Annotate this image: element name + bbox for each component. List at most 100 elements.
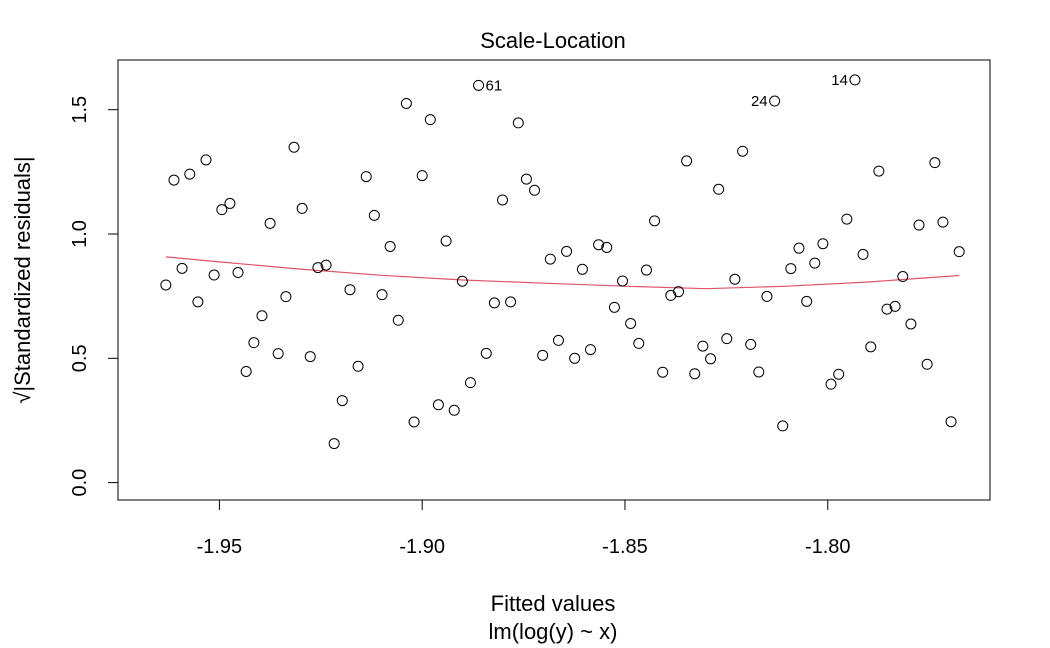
- data-point: [769, 95, 781, 107]
- data-point: [240, 365, 252, 377]
- data-point: [785, 263, 797, 275]
- data-point: [889, 300, 901, 312]
- data-point: [705, 353, 717, 365]
- data-point: [945, 416, 957, 428]
- data-point: [408, 416, 420, 428]
- data-point: [601, 241, 613, 253]
- data-point: [256, 310, 268, 322]
- data-point: [312, 262, 324, 274]
- chart-title: Scale-Location: [480, 28, 626, 53]
- data-point: [505, 296, 517, 308]
- data-point: [633, 337, 645, 349]
- point-label: 24: [751, 93, 768, 110]
- data-point: [248, 337, 260, 349]
- data-point: [897, 271, 909, 283]
- data-point: [344, 284, 356, 296]
- data-point: [593, 239, 605, 251]
- data-point: [544, 253, 556, 265]
- data-point: [569, 352, 581, 364]
- x-tick-label: -1.85: [602, 536, 648, 558]
- y-axis-title: √|Standardized residuals|: [10, 156, 35, 403]
- point-label: 14: [831, 72, 848, 89]
- data-point: [929, 157, 941, 169]
- data-point: [833, 368, 845, 380]
- data-point: [304, 351, 316, 363]
- x-tick-label: -1.80: [805, 536, 851, 558]
- data-point: [432, 399, 444, 411]
- data-point: [873, 165, 885, 177]
- x-tick-label: -1.90: [399, 536, 445, 558]
- data-point: [913, 219, 925, 231]
- data-point: [673, 286, 685, 298]
- data-point: [841, 213, 853, 225]
- data-point: [352, 360, 364, 372]
- data-point: [192, 296, 204, 308]
- data-point: [288, 141, 300, 153]
- data-point: [697, 340, 709, 352]
- data-point: [464, 377, 476, 389]
- data-point: [384, 240, 396, 252]
- data-point: [937, 216, 949, 228]
- data-point: [953, 246, 965, 258]
- data-point: [320, 259, 332, 271]
- y-tick-label: 1.5: [69, 96, 91, 124]
- data-point: [761, 290, 773, 302]
- plot-frame: [117, 59, 991, 501]
- x-axis-title: Fitted values: [491, 591, 616, 616]
- data-point: [753, 366, 765, 378]
- data-point: [640, 264, 652, 276]
- data-point: [737, 145, 749, 157]
- data-point: [168, 174, 180, 186]
- data-point: [160, 279, 172, 291]
- data-point: [625, 318, 637, 330]
- data-point: [440, 235, 452, 247]
- data-point: [849, 74, 861, 86]
- data-point: [777, 420, 789, 432]
- data-point: [561, 245, 573, 257]
- y-tick-label: 0.5: [69, 344, 91, 372]
- data-point: [825, 378, 837, 390]
- data-point: [272, 348, 284, 360]
- points-layer: [160, 74, 965, 450]
- point-labels-layer: 61 24 14: [486, 72, 848, 110]
- data-point: [392, 314, 404, 326]
- data-point: [368, 209, 380, 221]
- data-point: [216, 204, 228, 216]
- data-point: [376, 289, 388, 301]
- data-point: [488, 297, 500, 309]
- data-point: [424, 114, 436, 126]
- data-point: [905, 318, 917, 330]
- data-point: [208, 269, 220, 281]
- y-tick-label: 0.0: [69, 469, 91, 497]
- data-point: [665, 289, 677, 301]
- data-point: [713, 183, 725, 195]
- data-point: [496, 194, 508, 206]
- data-point: [689, 368, 701, 380]
- point-label: 61: [486, 77, 503, 94]
- data-point: [608, 301, 620, 313]
- data-point: [520, 173, 532, 185]
- data-point: [448, 404, 460, 416]
- data-point: [537, 349, 549, 361]
- data-point: [360, 171, 372, 183]
- data-point: [176, 262, 188, 274]
- data-point: [184, 168, 196, 180]
- data-point: [817, 238, 829, 250]
- data-point: [264, 217, 276, 229]
- x-axis-subtitle: lm(log(y) ~ x): [489, 619, 618, 644]
- data-point: [745, 338, 757, 350]
- data-point: [480, 347, 492, 359]
- data-point: [296, 202, 308, 214]
- data-point: [280, 291, 292, 303]
- data-point: [200, 154, 212, 166]
- data-point: [721, 333, 733, 345]
- data-point: [865, 341, 877, 353]
- data-point: [793, 242, 805, 254]
- data-point: [649, 215, 661, 227]
- data-point: [336, 395, 348, 407]
- data-point: [881, 303, 893, 315]
- data-point: [456, 275, 468, 287]
- data-point: [617, 275, 629, 287]
- data-point: [801, 295, 813, 307]
